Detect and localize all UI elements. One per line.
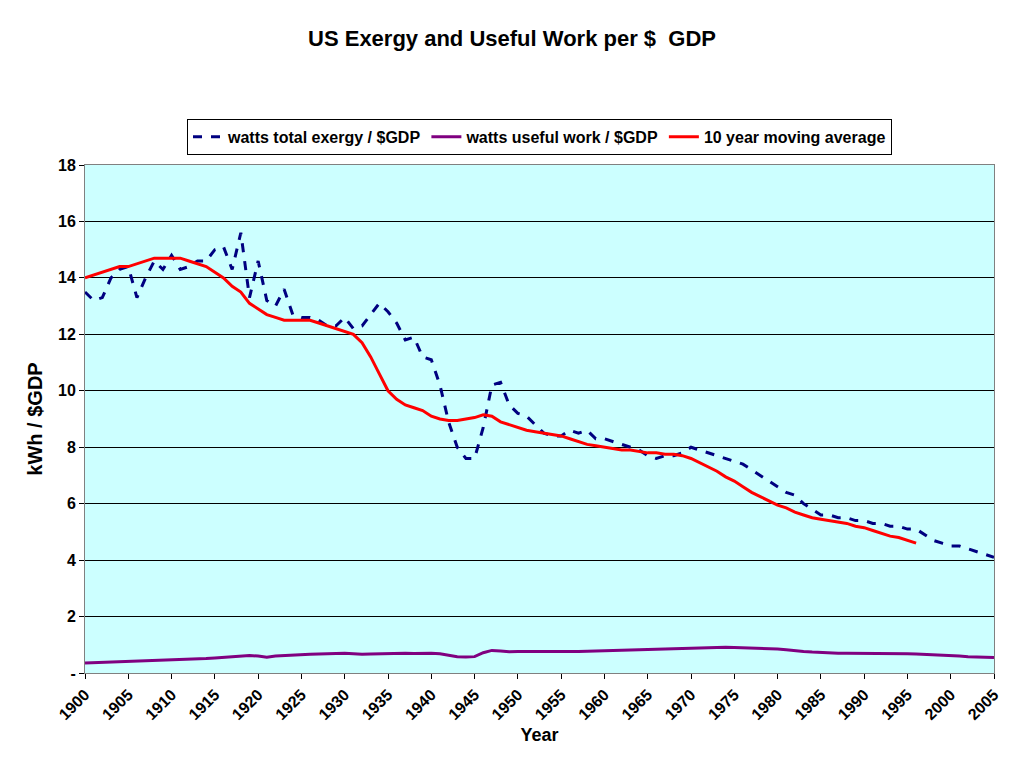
- svg-text:1910: 1910: [142, 686, 179, 723]
- svg-text:1970: 1970: [662, 686, 699, 723]
- svg-text:1955: 1955: [532, 686, 569, 723]
- svg-text:1995: 1995: [878, 686, 915, 723]
- svg-text:1990: 1990: [835, 686, 872, 723]
- svg-text:8: 8: [67, 439, 76, 456]
- svg-text:14: 14: [58, 269, 76, 286]
- svg-text:1935: 1935: [359, 686, 396, 723]
- svg-text:1975: 1975: [705, 686, 742, 723]
- svg-text:16: 16: [58, 213, 76, 230]
- svg-text:1960: 1960: [575, 686, 612, 723]
- svg-text:1985: 1985: [791, 686, 828, 723]
- svg-text:watts useful work / $GDP: watts useful work / $GDP: [465, 129, 657, 146]
- svg-text:10: 10: [58, 382, 76, 399]
- svg-text:1925: 1925: [272, 686, 309, 723]
- svg-text:1980: 1980: [748, 686, 785, 723]
- svg-text:1920: 1920: [229, 686, 266, 723]
- svg-text:1950: 1950: [488, 686, 525, 723]
- svg-text:2005: 2005: [965, 686, 1002, 723]
- svg-text:1965: 1965: [618, 686, 655, 723]
- svg-text:1930: 1930: [315, 686, 352, 723]
- svg-text:18: 18: [58, 157, 76, 174]
- svg-text:12: 12: [58, 326, 76, 343]
- svg-text:watts total exergy / $GDP: watts total exergy / $GDP: [227, 129, 420, 146]
- svg-text:-: -: [70, 665, 75, 682]
- svg-text:2: 2: [67, 608, 76, 625]
- svg-text:Year: Year: [520, 725, 558, 745]
- svg-text:1900: 1900: [56, 686, 93, 723]
- svg-text:10 year moving average: 10 year moving average: [704, 129, 886, 146]
- svg-text:6: 6: [67, 495, 76, 512]
- svg-text:1915: 1915: [185, 686, 222, 723]
- svg-text:US Exergy and Useful Work per: US Exergy and Useful Work per $ GDP: [308, 26, 716, 51]
- svg-text:1905: 1905: [99, 686, 136, 723]
- svg-text:4: 4: [67, 552, 76, 569]
- svg-text:kWh / $GDP: kWh / $GDP: [24, 362, 46, 475]
- svg-text:1940: 1940: [402, 686, 439, 723]
- svg-text:2000: 2000: [921, 686, 958, 723]
- svg-text:1945: 1945: [445, 686, 482, 723]
